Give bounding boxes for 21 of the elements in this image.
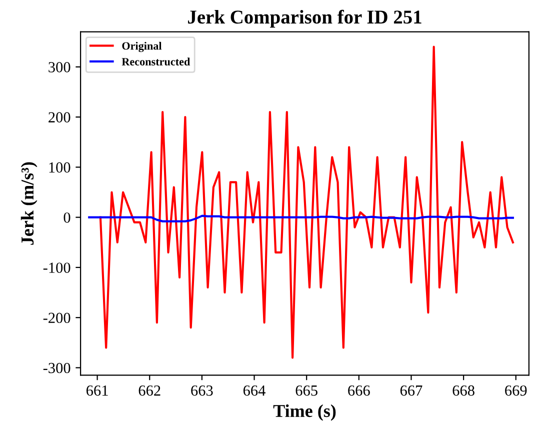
y-tick-label: 200 xyxy=(48,112,70,122)
x-tick-label: 667 xyxy=(400,385,422,396)
x-tick-label: 668 xyxy=(452,385,474,396)
x-tick-label: 665 xyxy=(296,385,318,396)
legend-label: Original xyxy=(122,42,162,52)
y-tick-label: 300 xyxy=(48,62,70,72)
x-tick-label: 666 xyxy=(348,385,370,396)
y-tick-label: -200 xyxy=(43,312,70,324)
x-tick-label: 663 xyxy=(191,385,213,396)
chart-title: Jerk Comparison for ID 251 xyxy=(188,10,422,28)
x-tick-label: 664 xyxy=(243,385,266,396)
x-axis-title: Time (s) xyxy=(273,404,336,421)
y-tick-label: 0 xyxy=(64,212,70,223)
x-tick-label: 661 xyxy=(86,385,108,396)
y-tick-label: 100 xyxy=(49,162,70,173)
y-tick-label: -100 xyxy=(43,262,70,273)
legend-label: Reconstructed xyxy=(122,58,190,66)
x-tick-label: 662 xyxy=(138,385,160,396)
y-tick-label: -300 xyxy=(43,362,70,374)
y-axis-title: Jerk (m/s³) xyxy=(20,162,38,245)
x-tick-label: 669 xyxy=(505,385,527,396)
